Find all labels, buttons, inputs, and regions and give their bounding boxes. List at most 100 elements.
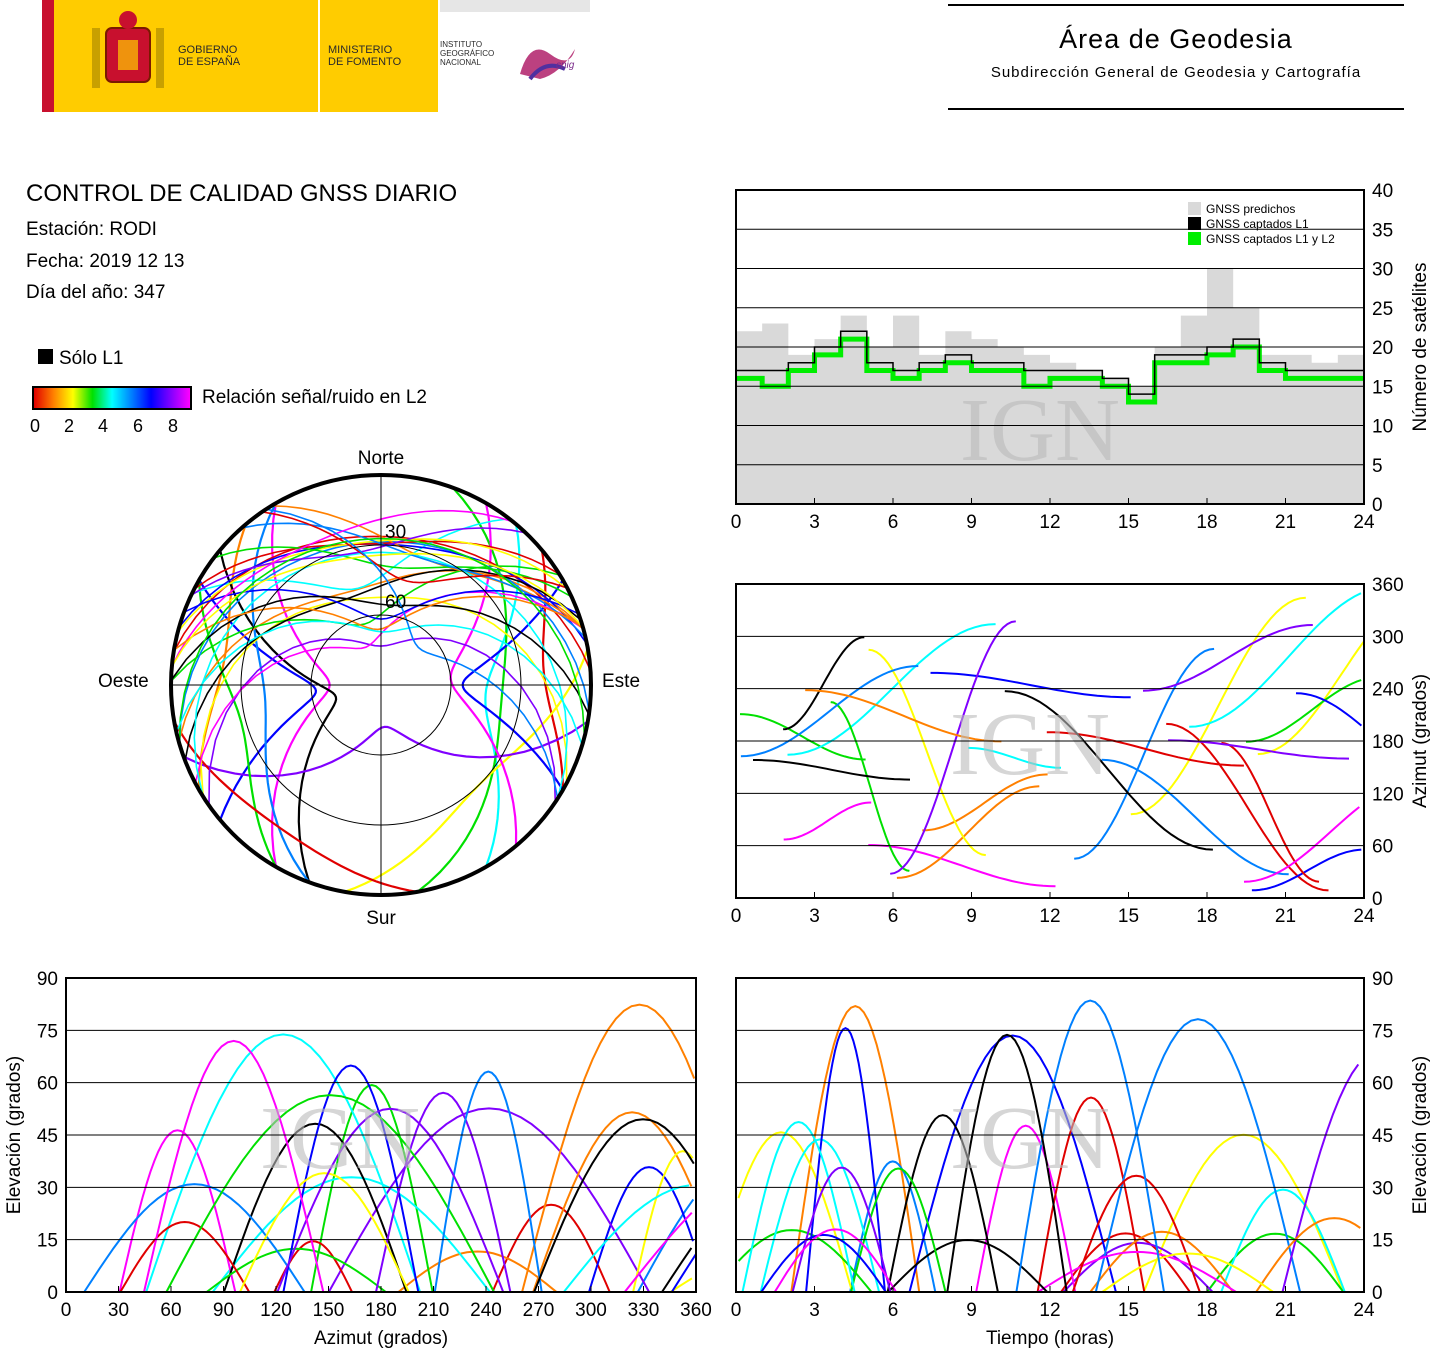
y-tick-label: 90 [1372,969,1393,990]
elev-time-track-4 [1220,1188,1346,1293]
x-tick-label: 6 [888,1300,899,1321]
azimuth-track-24 [1189,592,1362,728]
elevation-azimuth-chart: IGN 0 30 60 90 120 150 180 210 240 270 300 330 360 0 1… [4,969,712,1349]
y-tick-label: 60 [37,1074,58,1095]
elev-time-track-29 [946,1033,1068,1293]
x-tick-label: 24 [1353,1300,1375,1321]
x-tick-label: 15 [1118,512,1139,533]
skyplot-extra-track-21 [173,595,584,651]
skyplot-extra-track-17 [190,527,526,596]
report-title: CONTROL DE CALIDAD GNSS DIARIO [26,180,458,207]
elev-time-track-11 [1089,1230,1234,1293]
elev-time-track-27 [791,1166,892,1293]
y-tick-label: 120 [1372,784,1404,805]
x-tick-label: 21 [1275,906,1296,927]
elev-time-track-0 [1060,1232,1191,1293]
elevation-azimuth-plot-area [83,1003,697,1293]
elev-time-track-21 [1255,1217,1361,1293]
x-tick-label: 15 [1118,906,1139,927]
skyplot-track-2 [484,523,521,868]
gobierno-logo: GOBIERNO DE ESPAÑA [80,0,318,112]
azimuth-track-21 [805,689,1002,743]
y-tick-label: 30 [37,1178,58,1199]
elev-az-track-1 [397,1250,558,1293]
x-tick-label: 210 [418,1300,450,1321]
cb-tick-2: 2 [64,416,75,436]
skyplot-extra-track-23 [178,537,586,745]
cb-tick-6: 6 [133,416,144,436]
elev-time-track-1 [790,1005,921,1293]
elev-time-track-16 [805,1026,886,1293]
y-tick-label: 0 [1372,889,1383,910]
date-label: Fecha: 2019 12 13 [26,251,185,272]
y-tick-label: 240 [1372,680,1404,701]
skyplot-track-5 [197,523,248,790]
elev-az-track-21 [521,1003,696,1293]
elev-az-track-27 [276,1107,505,1293]
azimuth-track-13 [830,701,910,872]
flag-red-stripe [42,0,54,112]
elevation-azimuth-ticks: 0 30 60 90 120 150 180 210 240 270 300 330 360 0 15 30 4… [37,969,712,1321]
azimuth-track-9 [783,636,865,731]
azimuth-track-19 [753,759,911,781]
elev-time-track-14 [759,1138,881,1293]
elev-az-track-20 [119,1220,251,1293]
elev-az-track-22 [239,1172,410,1293]
x-tick-label: 0 [731,1300,742,1321]
elev-az-track-3 [310,1083,434,1293]
x-tick-label: 120 [260,1300,292,1321]
skyplot-extra-track-3 [170,565,561,682]
y-tick-label: 0 [1372,495,1383,516]
legend-l1l2-label: GNSS captados L1 y L2 [1206,232,1335,246]
elev-time-track-24 [741,1120,856,1293]
azimuth-track-29 [1004,690,1213,851]
skyplot-extra-track-9 [184,569,582,761]
legend-predicted-label: GNSS predichos [1206,202,1295,216]
y-tick-label: 0 [1372,1283,1383,1304]
x-tick-label: 0 [731,906,742,927]
azimuth-track-28 [1243,806,1360,883]
l1-only-label: Sólo L1 [59,348,124,369]
elev-time-track-22 [1101,1252,1274,1293]
y-tick-label: 25 [1372,299,1393,320]
y-tick-label: 5 [1372,456,1383,477]
x-tick-label: 300 [575,1300,607,1321]
y-tick-label: 35 [1372,220,1393,241]
y-tick-label: 90 [37,969,58,990]
elev-time-track-9 [886,1114,999,1293]
elev-az-track-29 [533,1118,695,1293]
skyplot-extra-track-10 [193,540,560,590]
x-tick-label: 18 [1196,512,1217,533]
azimuth-track-7 [1142,624,1313,692]
legend-l1-swatch [1188,217,1201,230]
x-tick-label: 24 [1353,512,1375,533]
skyplot-extra-track-22 [171,552,584,667]
elevation-time-ylabel: Elevación (grados) [1410,1056,1431,1214]
flag-yellow-stripe [54,0,80,112]
y-tick-label: 40 [1372,181,1393,202]
x-tick-label: 9 [966,1300,977,1321]
azimuth-track-1 [922,773,1048,832]
legend-l1-label: GNSS captados L1 [1206,217,1309,231]
series-l1 [736,330,1364,395]
elev-time-track-20 [1071,1174,1201,1293]
skyplot-ring-label-30: 30 [385,522,406,543]
l1-only-swatch [38,349,53,364]
x-tick-label: 90 [213,1300,234,1321]
skyplot-extra-track-20 [261,511,568,589]
legend-predicted-swatch [1188,202,1201,215]
y-tick-label: 360 [1372,575,1404,596]
azimuth-track-10 [1221,741,1320,883]
azimuth-track-0 [1166,722,1329,892]
x-tick-label: 18 [1196,1300,1217,1321]
watermark-ign-1: IGN [960,381,1120,480]
elev-az-track-18 [623,1212,693,1293]
elev-az-track-16 [282,1064,420,1293]
elev-az-track-9 [222,1122,408,1293]
x-tick-label: 9 [966,906,977,927]
watermark-ign-2: IGN [950,695,1110,794]
x-tick-label: 24 [1353,906,1375,927]
x-tick-label: 180 [365,1300,397,1321]
legend-l1l2-swatch [1188,232,1201,245]
